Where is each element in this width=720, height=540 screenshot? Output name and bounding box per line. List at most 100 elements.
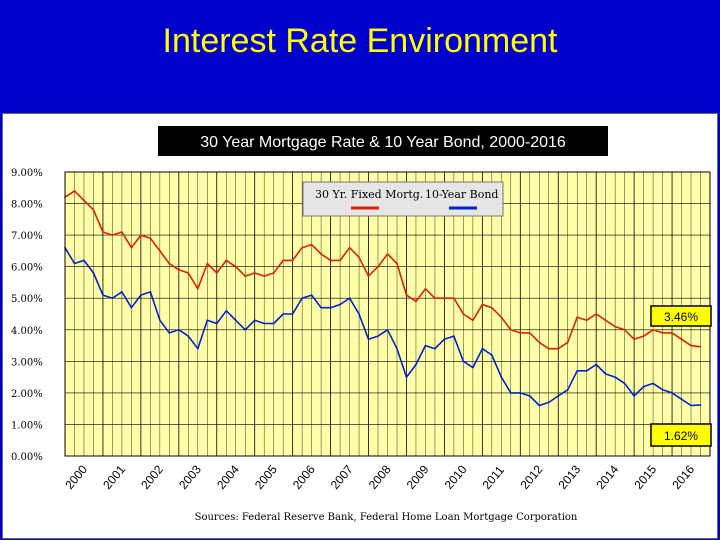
data-point-mortgage [367, 275, 370, 277]
series-line-mortgage [64, 190, 701, 350]
data-point-bond [358, 313, 360, 315]
data-point-mortgage [140, 234, 142, 236]
data-point-bond [510, 392, 512, 394]
x-tick-label: 2011 [480, 463, 508, 492]
data-point-mortgage [642, 335, 645, 337]
data-point-mortgage [111, 234, 114, 236]
data-point-bond [83, 259, 85, 262]
x-tick-label: 2016 [669, 462, 697, 492]
data-point-mortgage [348, 246, 351, 249]
data-point-bond [699, 404, 702, 406]
data-point-mortgage [377, 265, 379, 268]
slide-title: Interest Rate Environment [162, 22, 558, 60]
data-point-mortgage [576, 316, 579, 318]
data-point-mortgage [472, 319, 474, 322]
data-point-mortgage [121, 231, 123, 233]
data-point-bond [196, 347, 199, 350]
legend: 30 Yr. Fixed Mortg. 10-Year Bond [302, 181, 504, 217]
data-point-bond [130, 306, 133, 309]
data-point-mortgage [623, 328, 626, 331]
x-tick-label: 2012 [518, 462, 546, 492]
x-tick-label: 2007 [328, 462, 356, 492]
data-point-mortgage [234, 265, 237, 268]
data-point-bond [462, 360, 465, 363]
data-point-mortgage [92, 209, 95, 211]
data-point-mortgage [614, 325, 616, 328]
legend-label-bond: 10-Year Bond [425, 188, 498, 201]
data-point-bond [253, 319, 256, 322]
data-point-mortgage [168, 262, 171, 265]
data-point-bond [453, 335, 455, 337]
x-tick-label: 2010 [442, 462, 470, 492]
data-point-bond [396, 347, 398, 350]
y-tick-label: 9.00% [11, 168, 43, 179]
data-point-bond [491, 354, 493, 356]
y-tick-label: 0.00% [11, 452, 43, 463]
chart-title: 30 Year Mortgage Rate & 10 Year Bond, 20… [200, 134, 566, 151]
data-point-bond [424, 344, 427, 347]
data-point-mortgage [253, 272, 256, 274]
y-tick-label: 4.00% [11, 326, 43, 337]
chart-title-box [158, 126, 608, 156]
data-point-bond [111, 297, 114, 300]
data-point-mortgage [83, 199, 85, 202]
x-tick-label: 2004 [214, 462, 242, 492]
x-tick-label: 2014 [593, 462, 621, 492]
data-point-mortgage [434, 297, 436, 300]
data-point-bond [272, 322, 275, 325]
data-point-bond [367, 338, 370, 341]
data-point-bond [263, 322, 265, 325]
data-point-mortgage [443, 297, 446, 300]
y-axis: 0.00% 1.00% 2.00% 3.00% 4.00% 5.00% 6.00% 7.00%… [11, 168, 43, 463]
data-point-bond [566, 388, 569, 391]
data-point-bond [680, 398, 683, 401]
data-point-bond [121, 291, 123, 293]
data-point-mortgage [178, 269, 180, 271]
data-point-bond [528, 395, 531, 397]
data-point-bond [310, 294, 313, 296]
data-point-bond [92, 272, 95, 274]
data-point-bond [178, 328, 180, 331]
data-point-mortgage [320, 253, 322, 255]
data-point-mortgage [187, 272, 190, 274]
data-point-mortgage [301, 246, 303, 249]
data-point-bond [291, 313, 294, 315]
data-point-bond [234, 319, 237, 322]
data-point-bond [102, 294, 104, 296]
data-point-mortgage [206, 262, 209, 265]
data-point-bond [339, 303, 341, 306]
data-point-bond [149, 291, 152, 293]
data-point-mortgage [538, 341, 541, 344]
chart-panel: 30 Year Mortgage Rate & 10 Year Bond, 20… [2, 113, 718, 539]
data-point-bond [642, 385, 645, 388]
data-point-mortgage [595, 313, 597, 315]
data-point-mortgage [386, 253, 389, 255]
data-point-mortgage [633, 338, 635, 341]
data-point-bond [538, 404, 541, 407]
data-point-bond [652, 382, 654, 385]
data-point-bond [206, 319, 209, 322]
data-point-bond [661, 388, 664, 391]
data-point-bond [690, 404, 692, 407]
data-point-mortgage [481, 303, 484, 306]
data-point-bond [614, 376, 616, 378]
y-tick-label: 1.00% [11, 420, 43, 431]
data-point-mortgage [528, 332, 531, 334]
data-point-bond [187, 335, 190, 337]
data-point-bond [244, 328, 247, 331]
data-point-mortgage [547, 347, 550, 350]
data-point-mortgage [291, 259, 294, 262]
data-point-mortgage [699, 346, 702, 348]
data-point-mortgage [585, 319, 588, 322]
data-point-mortgage [272, 272, 275, 274]
data-point-bond [595, 363, 597, 366]
chart: 30 Year Mortgage Rate & 10 Year Bond, 20… [11, 126, 712, 523]
data-point-bond [320, 306, 322, 309]
data-point-bond [519, 392, 522, 394]
data-point-bond [557, 395, 560, 397]
data-point-mortgage [102, 231, 104, 233]
data-point-mortgage [453, 297, 455, 300]
data-point-bond [604, 373, 607, 375]
data-point-mortgage [244, 275, 247, 277]
data-point-mortgage [263, 275, 265, 277]
